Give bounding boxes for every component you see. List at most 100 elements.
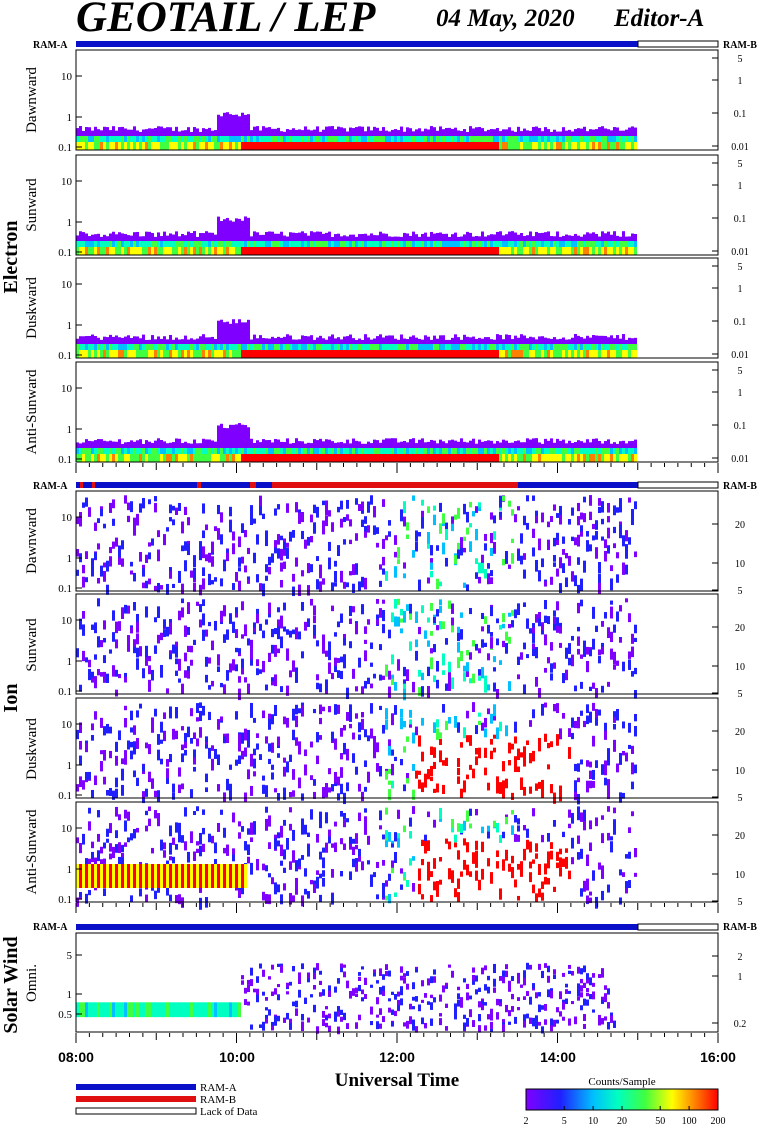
spectrum-cell <box>334 247 337 255</box>
spectrum-cell <box>121 350 124 358</box>
spectrum-cell <box>199 837 202 845</box>
spectrum-cell <box>181 545 184 552</box>
spectrum-cell <box>415 136 418 142</box>
spectrum-cell <box>211 745 214 751</box>
spectrum-cell <box>514 721 517 733</box>
spectrum-cell <box>607 627 610 636</box>
spectrum-cell <box>610 1015 613 1023</box>
spectrum-cell <box>586 454 589 462</box>
spectrum-cell <box>568 454 571 462</box>
spectrum-cell <box>271 136 274 142</box>
spectrum-cell <box>511 1006 514 1012</box>
spectrum-cell <box>175 454 178 462</box>
spectrum-cell <box>415 541 418 552</box>
spectrum-cell <box>472 247 475 255</box>
spectrum-cell <box>259 350 262 358</box>
spectrum-cell <box>481 722 484 731</box>
spectrum-cell <box>229 241 232 247</box>
spectrum-cell <box>301 142 304 150</box>
spectrum-cell <box>121 558 124 567</box>
spectrum-cell <box>523 350 526 358</box>
spectrum-cell <box>112 142 115 150</box>
spectrum-cell <box>472 344 475 350</box>
spectrum-cell <box>325 350 328 358</box>
spectrum-cell <box>541 1005 544 1010</box>
spectrum-cell <box>298 344 301 350</box>
spectrum-cell <box>394 1010 397 1017</box>
spectrum-cell <box>223 847 226 854</box>
spectrum-cell <box>307 136 310 142</box>
spectrum-cell <box>160 136 163 142</box>
spectrum-cell <box>124 247 127 255</box>
spectrum-cell <box>529 448 532 454</box>
spectrum-cell <box>472 1020 475 1028</box>
spectrum-cell <box>523 247 526 255</box>
spectrum-cell <box>415 611 418 624</box>
spectrum-cell <box>367 454 370 462</box>
spectrum-cell <box>277 350 280 358</box>
spectrum-cell <box>373 136 376 142</box>
spectrum-cell <box>244 350 247 358</box>
spectrum-cell <box>217 864 220 888</box>
spectrum-cell <box>613 448 616 454</box>
spectrum-cell <box>298 747 301 755</box>
spectrum-cell <box>382 454 385 462</box>
spectrum-cell <box>460 344 463 350</box>
spectrum-cell <box>406 241 409 247</box>
spectrum-cell <box>250 753 253 764</box>
spectrum-cell <box>568 643 571 648</box>
spectrum-cell <box>466 136 469 142</box>
spectrum-cell <box>421 1017 424 1025</box>
spectrum-cell <box>274 674 277 687</box>
spectrum-cell <box>478 247 481 255</box>
spectrum-cell <box>529 628 532 634</box>
spectrum-cell <box>631 247 634 255</box>
spectrum-cell <box>325 1006 328 1010</box>
spectrum-cell <box>82 448 85 454</box>
spectrum-cell <box>247 114 250 150</box>
spectrum-cell <box>232 344 235 350</box>
spectrum-cell <box>94 142 97 150</box>
spectrum-cell <box>523 142 526 150</box>
spectrum-cell <box>262 775 265 781</box>
spectrum-cell <box>160 247 163 255</box>
spectrum-cell <box>412 550 415 558</box>
panel-label-solar-wind-omni: Omni. <box>24 964 40 1002</box>
spectrum-cell <box>97 518 100 524</box>
spectrum-cell <box>595 531 598 540</box>
spectrum-cell <box>271 714 274 725</box>
spectrum-cell <box>508 612 511 617</box>
spectrum-cell <box>136 241 139 247</box>
spectrum-cell <box>346 582 349 588</box>
spectrum-cell <box>358 448 361 454</box>
spectrum-cell <box>394 993 397 1000</box>
spectrum-cell <box>223 684 226 695</box>
spectrum-cell <box>577 648 580 655</box>
spectrum-cell <box>112 864 115 888</box>
spectrum-cell <box>394 350 397 358</box>
spectrum-cell <box>235 711 238 720</box>
spectrum-cell <box>205 744 208 749</box>
spectrum-cell <box>241 663 244 675</box>
spectrum-cell <box>193 241 196 247</box>
spectrum-cell <box>286 649 289 655</box>
spectrum-cell <box>529 247 532 255</box>
spectrum-cell <box>172 350 175 358</box>
spectrum-cell <box>187 1002 190 1018</box>
spectrum-cell <box>148 744 151 755</box>
spectrum-cell <box>154 350 157 358</box>
spectrum-cell <box>85 142 88 150</box>
spectrum-cell <box>91 344 94 350</box>
spectrum-cell <box>538 247 541 255</box>
spectrum-cell <box>316 350 319 358</box>
spectrum-cell <box>409 831 412 839</box>
spectrum-cell <box>517 863 520 870</box>
spectrum-cell <box>499 977 502 981</box>
spectrum-cell <box>544 1019 547 1025</box>
spectrum-cell <box>598 241 601 247</box>
spectrum-cell <box>238 734 241 746</box>
spectrum-cell <box>328 136 331 142</box>
spectrum-cell <box>568 519 571 525</box>
spectrum-cell <box>493 247 496 255</box>
spectrum-cell <box>604 766 607 776</box>
